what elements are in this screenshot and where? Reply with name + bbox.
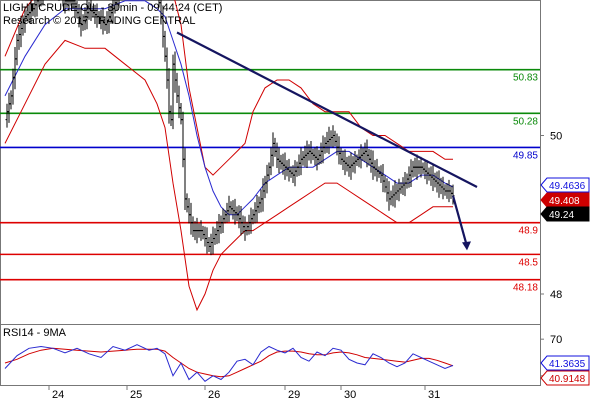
value-tag-label: 40.9148 (549, 374, 586, 385)
y-tick-label: 50 (550, 131, 562, 143)
x-tick-label: 30 (344, 389, 356, 400)
rsi-line (4, 344, 454, 382)
value-tag (540, 206, 590, 222)
chart-copyright: Research © 2017 TRADING CENTRAL (3, 15, 196, 27)
forecast-arrow-head (462, 241, 471, 251)
value-tag-label: 49.408 (549, 196, 580, 207)
chart-title: LIGHT CRUDE OIL - 30min - 09:44:24 (CET) (3, 2, 222, 14)
level-label: 49.85 (513, 150, 538, 161)
value-tag (540, 355, 590, 371)
value-tag (540, 177, 590, 193)
value-tag-label: 49.24 (549, 210, 574, 221)
x-tick-label: 26 (208, 389, 220, 400)
level-label: 48.18 (513, 283, 538, 294)
y-tick-label: 48 (550, 289, 562, 301)
value-tag-label: 49.4636 (549, 181, 586, 192)
moving-average-line (4, 0, 454, 216)
rsi-tick-label: 70 (550, 334, 562, 346)
forecast-arrow-shaft (451, 195, 469, 247)
x-tick-label: 25 (130, 389, 142, 400)
level-label: 50.28 (513, 116, 538, 127)
trendline (176, 31, 478, 188)
value-tag (540, 370, 590, 386)
bollinger-upper-line (4, 0, 453, 176)
level-label: 50.83 (513, 73, 538, 84)
x-tick-label: 31 (428, 389, 440, 400)
rsi-title: RSI14 - 9MA (3, 327, 67, 339)
level-label: 48.5 (519, 257, 539, 268)
value-tag-label: 41.3635 (549, 359, 586, 370)
x-tick-label: 24 (52, 389, 64, 400)
level-label: 48.9 (519, 226, 539, 237)
value-tag (540, 192, 590, 208)
x-tick-label: 29 (288, 389, 300, 400)
